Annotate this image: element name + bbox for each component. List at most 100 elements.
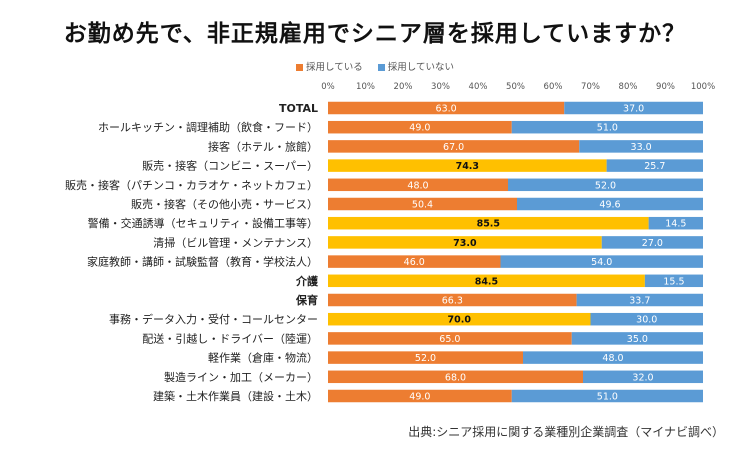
bar-adopting [328, 293, 577, 307]
category-label: 家庭教師・講師・試験監督（教育・学校法人） [87, 255, 318, 269]
data-label-not-adopting: 25.7 [644, 161, 665, 172]
bar-adopting [328, 140, 580, 153]
bar-adopting [328, 389, 512, 403]
bar-not-adopting [644, 274, 703, 288]
legend-swatch-not-adopting [377, 64, 385, 71]
category-label: 接客（ホテル・旅館） [208, 139, 318, 153]
data-label-adopting: 74.3 [456, 161, 479, 172]
data-label-adopting: 85.5 [477, 219, 500, 230]
category-label: 清掃（ビル管理・メンテナンス） [153, 235, 318, 249]
x-tick-label: 10% [356, 82, 375, 92]
data-label-not-adopting: 30.0 [636, 315, 657, 326]
bar-adopting [328, 159, 607, 172]
data-label-not-adopting: 27.0 [642, 238, 663, 249]
category-label: ホールキッチン・調理補助（飲食・フード） [98, 120, 318, 134]
data-label-not-adopting: 48.0 [602, 353, 623, 364]
data-label-not-adopting: 14.5 [665, 219, 686, 230]
bar-not-adopting [576, 293, 703, 307]
data-label-adopting: 67.0 [443, 142, 464, 153]
bar-adopting [328, 178, 508, 192]
bar-adopting [328, 312, 591, 326]
bar-not-adopting [564, 101, 703, 115]
data-label-adopting: 65.0 [439, 334, 460, 345]
category-label: 製造ライン・加工（メーカー） [164, 370, 318, 384]
data-label-not-adopting: 51.0 [597, 392, 618, 403]
bar-not-adopting [606, 159, 703, 172]
data-label-not-adopting: 54.0 [591, 257, 612, 268]
category-label: 建築・土木作業員（建設・土木） [153, 389, 318, 403]
bar-adopting [328, 351, 523, 364]
category-label: 介護 [295, 274, 319, 288]
data-label-not-adopting: 33.7 [629, 296, 650, 307]
bar-adopting [328, 332, 572, 345]
legend-item-not-adopting: 採用していない [377, 59, 454, 73]
x-tick-label: 40% [469, 82, 488, 92]
bar-adopting [328, 236, 602, 249]
data-label-not-adopting: 52.0 [595, 180, 616, 191]
data-label-adopting: 84.5 [475, 276, 498, 287]
x-tick-label: 80% [619, 82, 638, 92]
x-tick-label: 20% [394, 82, 413, 92]
data-label-adopting: 68.0 [445, 372, 466, 383]
chart-title: お勤め先で、非正規雇用でシニア層を採用していますか？ [63, 21, 687, 47]
data-label-adopting: 48.0 [407, 180, 428, 191]
x-tick-label: 70% [581, 82, 600, 92]
bar-adopting [328, 101, 565, 115]
data-label-not-adopting: 37.0 [623, 104, 644, 115]
legend-label-adopting: 採用している [306, 62, 363, 73]
bar-not-adopting [523, 351, 703, 364]
legend-label-not-adopting: 採用していない [387, 62, 454, 73]
x-tick-label: 30% [431, 82, 450, 92]
category-label: TOTAL [279, 102, 318, 115]
bar-adopting [328, 120, 512, 134]
x-tick-label: 100% [691, 82, 715, 92]
bar-not-adopting [500, 255, 703, 268]
data-label-adopting: 63.0 [436, 104, 457, 115]
data-label-not-adopting: 32.0 [632, 372, 653, 383]
legend: 採用している 採用していない [0, 59, 750, 73]
data-label-not-adopting: 51.0 [597, 123, 618, 134]
data-label-adopting: 70.0 [448, 315, 472, 326]
bar-not-adopting [571, 332, 703, 345]
x-tick-label: 0% [321, 82, 335, 92]
data-label-adopting: 52.0 [415, 353, 436, 364]
legend-item-adopting: 採用している [296, 59, 363, 73]
bar-not-adopting [583, 370, 703, 384]
category-label: 販売・接客（パチンコ・カラオケ・ネットカフェ） [65, 178, 318, 192]
bar-not-adopting [648, 216, 703, 230]
data-label-adopting: 73.0 [453, 238, 477, 249]
bar-adopting [328, 197, 517, 211]
bar-adopting [328, 216, 649, 230]
legend-swatch-adopting [296, 64, 304, 71]
bar-adopting [328, 255, 501, 268]
data-label-adopting: 50.4 [412, 200, 433, 211]
category-label: 販売・接客（その他小売・サービス） [131, 197, 318, 211]
data-label-adopting: 46.0 [404, 257, 425, 268]
bar-not-adopting [590, 312, 703, 326]
source-note: 出典:シニア採用に関する業種別企業調査（マイナビ調べ） [408, 425, 724, 439]
bar-not-adopting [517, 197, 703, 211]
data-label-not-adopting: 15.5 [663, 276, 684, 287]
data-label-adopting: 66.3 [442, 296, 463, 307]
data-label-adopting: 49.0 [409, 123, 430, 134]
bar-not-adopting [511, 120, 703, 134]
category-label: 販売・接客（コンビニ・スーパー） [142, 159, 318, 173]
bar-adopting [328, 274, 645, 288]
data-label-not-adopting: 49.6 [599, 200, 620, 211]
x-tick-label: 50% [506, 82, 525, 92]
category-label: 保育 [295, 293, 318, 307]
bar-not-adopting [579, 140, 703, 153]
category-label: 事務・データ入力・受付・コールセンター [109, 312, 318, 326]
category-label: 配送・引越し・ドライバー（陸運） [142, 331, 318, 345]
x-tick-label: 60% [544, 82, 563, 92]
x-tick-label: 90% [656, 82, 675, 92]
bar-not-adopting [601, 236, 703, 249]
data-label-not-adopting: 35.0 [627, 334, 648, 345]
category-label: 警備・交通誘導（セキュリティ・設備工事等） [88, 216, 318, 230]
bar-not-adopting [508, 178, 703, 192]
data-label-adopting: 49.0 [409, 392, 430, 403]
category-label: 軽作業（倉庫・物流） [208, 351, 318, 365]
bar-not-adopting [511, 389, 703, 403]
bar-adopting [328, 370, 583, 384]
